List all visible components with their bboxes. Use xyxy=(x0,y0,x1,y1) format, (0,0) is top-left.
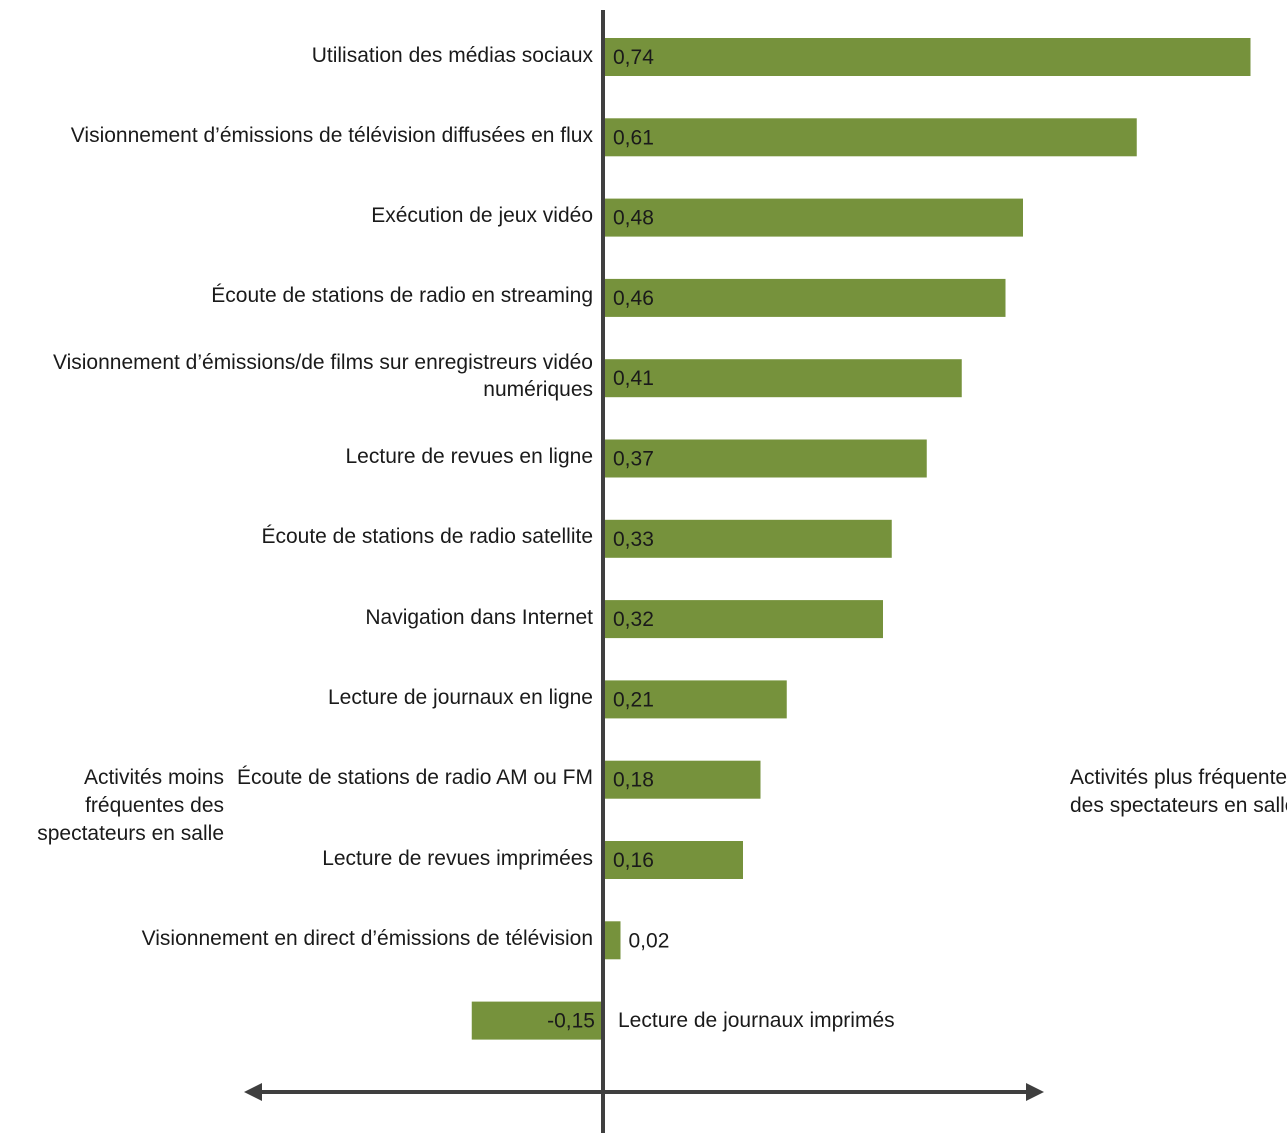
bar xyxy=(603,841,743,879)
bar xyxy=(603,439,927,478)
data-label: 0,37 xyxy=(613,448,654,471)
left-annotation: Activités moins fréquentes des spectateu… xyxy=(37,766,224,845)
category-label: Navigation dans Internet xyxy=(365,605,593,629)
category-label: Écoute de stations de radio satellite xyxy=(261,525,593,549)
category-label: Visionnement d’émissions de télévision d… xyxy=(70,123,593,147)
bar xyxy=(603,278,1006,317)
data-label: 0,21 xyxy=(613,688,654,711)
category-label: Exécution de jeux vidéo xyxy=(371,204,593,228)
bar xyxy=(603,680,787,719)
data-label: 0,32 xyxy=(613,608,654,631)
data-label: 0,48 xyxy=(613,207,654,230)
bar xyxy=(603,38,1251,76)
bar xyxy=(603,760,761,799)
data-label: 0,61 xyxy=(613,126,654,149)
data-label: 0,16 xyxy=(613,849,654,872)
category-label: Écoute de stations de radio AM ou FM xyxy=(236,766,593,790)
right-annotation: Activités plus fréquentes des spectateur… xyxy=(1070,766,1287,817)
category-label: Lecture de journaux en ligne xyxy=(327,685,593,709)
category-label: Écoute de stations de radio en streaming xyxy=(211,284,593,308)
data-label: 0,74 xyxy=(613,46,654,69)
category-label: Lecture de revues en ligne xyxy=(345,445,594,468)
data-label: 0,46 xyxy=(613,287,654,310)
category-label: Lecture de journaux imprimés xyxy=(618,1008,895,1032)
data-label: 0,02 xyxy=(629,929,670,952)
bar xyxy=(603,118,1137,157)
category-label: Utilisation des médias sociaux xyxy=(311,43,593,67)
bar xyxy=(603,921,621,960)
bar xyxy=(603,359,962,398)
right-arrowhead-icon xyxy=(1026,1083,1044,1101)
category-label: Visionnement d’émissions/de films sur en… xyxy=(52,351,593,402)
category-label: Lecture de revues imprimées xyxy=(322,846,593,870)
category-label: Visionnement en direct d’émissions de té… xyxy=(141,926,593,950)
left-arrowhead-icon xyxy=(244,1083,262,1101)
bar xyxy=(603,198,1023,237)
data-label: 0,33 xyxy=(613,528,654,551)
bar xyxy=(603,600,883,639)
bar xyxy=(471,1001,603,1040)
data-label: 0,41 xyxy=(613,367,654,390)
data-label: -0,15 xyxy=(547,1010,595,1033)
data-label: 0,18 xyxy=(613,769,654,792)
bar xyxy=(603,519,892,558)
